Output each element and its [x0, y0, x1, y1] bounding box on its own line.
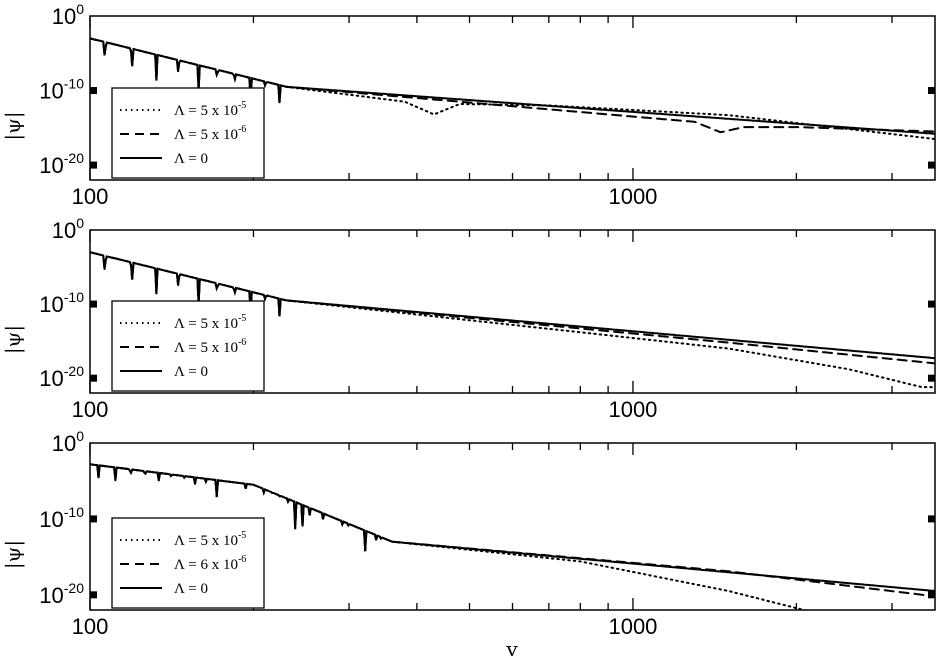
legend: Λ = 5 x 10-5 Λ = 5 x 10-6 Λ = 0 — [111, 87, 265, 179]
x-axis-label: v — [505, 637, 518, 660]
panel-3: 100 1000 100 10-10 10-20 |ψ| Λ = 5 x 10-5 Λ = 6… — [1, 428, 936, 639]
legend-label: Λ = 5 x 10-6 — [174, 337, 246, 356]
y-major-tick — [90, 591, 97, 599]
series-group — [90, 37, 935, 140]
x-tick-label: 100 — [72, 614, 109, 639]
y-tick-label: 10-20 — [39, 150, 84, 178]
y-major-tick — [90, 300, 97, 308]
y-major-tick — [90, 161, 97, 169]
x-tick-label: 1000 — [608, 184, 657, 209]
series-group — [90, 251, 935, 389]
x-tick-label: 100 — [72, 184, 109, 209]
y-major-tick — [928, 515, 935, 523]
x-tick-label: 100 — [72, 397, 109, 422]
legend-label: Λ = 0 — [174, 364, 208, 380]
legend-label: Λ = 0 — [174, 581, 208, 597]
series-solid — [90, 37, 935, 135]
y-axis-label: |ψ| — [1, 325, 26, 354]
legend: Λ = 5 x 10-5 Λ = 6 x 10-6 Λ = 0 — [111, 517, 265, 609]
y-major-tick — [928, 300, 935, 308]
y-major-tick — [90, 515, 97, 523]
y-tick-label: 10-10 — [39, 289, 84, 317]
y-axis-label: |ψ| — [1, 540, 26, 569]
y-axis-label: |ψ| — [1, 111, 26, 140]
series-group — [90, 463, 935, 610]
series-dotted — [90, 37, 935, 140]
y-major-tick — [928, 374, 935, 382]
legend-label: Λ = 6 x 10-6 — [174, 554, 246, 573]
x-tick-label: 1000 — [608, 614, 657, 639]
y-major-tick — [90, 87, 97, 95]
series-solid — [90, 463, 935, 592]
y-major-tick — [928, 161, 935, 169]
y-tick-label: 100 — [52, 1, 84, 29]
y-tick-label: 10-20 — [39, 363, 84, 391]
y-major-tick — [90, 374, 97, 382]
y-tick-label: 100 — [52, 428, 84, 456]
legend-label: Λ = 5 x 10-5 — [174, 100, 246, 119]
y-tick-label: 100 — [52, 215, 84, 243]
legend-label: Λ = 5 x 10-5 — [174, 530, 246, 549]
y-major-tick — [928, 591, 935, 599]
legend: Λ = 5 x 10-5 Λ = 5 x 10-6 Λ = 0 — [111, 300, 265, 392]
legend-label: Λ = 5 x 10-6 — [174, 124, 246, 143]
y-tick-label: 10-10 — [39, 504, 84, 532]
legend-label: Λ = 0 — [174, 151, 208, 167]
y-tick-label: 10-10 — [39, 76, 84, 104]
series-solid — [90, 251, 935, 360]
y-major-tick — [928, 87, 935, 95]
x-tick-label: 1000 — [608, 397, 657, 422]
legend-label: Λ = 5 x 10-5 — [174, 313, 246, 332]
y-tick-label: 10-20 — [39, 580, 84, 608]
